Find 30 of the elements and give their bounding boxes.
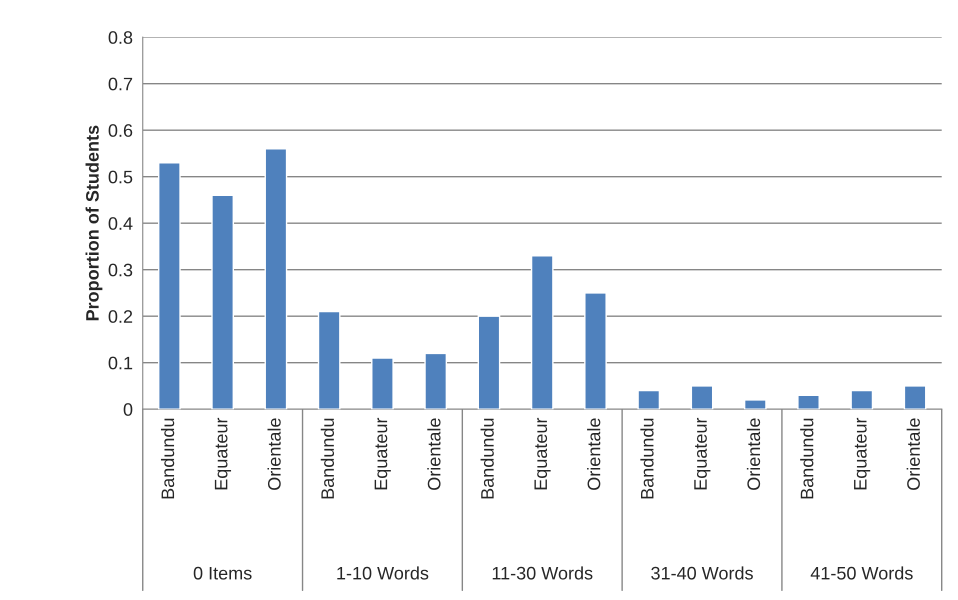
- x-tick-label: Bandundu: [800, 418, 814, 498]
- x-tick-label: Bandundu: [160, 418, 174, 498]
- x-tick-label: Equateur: [374, 418, 391, 490]
- y-tick-label: 0.3: [108, 264, 132, 276]
- y-tick-label: 0.2: [108, 310, 132, 323]
- x-tick-label: Orientale: [427, 418, 441, 490]
- text: 1-10 Words: [337, 566, 428, 580]
- x-tick-label: Orientale: [267, 418, 281, 490]
- text: 31-40 Words: [651, 566, 753, 580]
- y-tick-label: 0.6: [108, 124, 132, 137]
- y-tick-label: 0.8: [108, 31, 132, 44]
- x-tick-label: Bandundu: [480, 418, 494, 498]
- x-tick-label: Equateur: [214, 418, 232, 490]
- x-tick-label: Equateur: [694, 418, 710, 490]
- x-tick-label: Orientale: [906, 418, 920, 490]
- text: 0 Items: [194, 566, 252, 580]
- x-tick-label: Equateur: [534, 418, 551, 490]
- x-tick-label: Orientale: [746, 418, 760, 490]
- y-axis-title: Proportion of Students: [86, 126, 102, 320]
- y-tick-label: 0.1: [108, 356, 132, 370]
- text: 41-50 Words: [810, 566, 913, 580]
- x-tick-label: Bandundu: [320, 418, 334, 498]
- y-tick-label: 0.5: [108, 170, 132, 184]
- x-tick-label: Bandundu: [640, 418, 654, 498]
- y-tick-label: 0: [124, 403, 132, 416]
- text: 11-30 Words: [492, 566, 592, 580]
- x-tick-label: Orientale: [587, 418, 600, 490]
- y-tick-label: 0.7: [108, 78, 132, 90]
- y-tick-label: 0.4: [108, 217, 132, 230]
- x-tick-label: Equateur: [854, 418, 870, 490]
